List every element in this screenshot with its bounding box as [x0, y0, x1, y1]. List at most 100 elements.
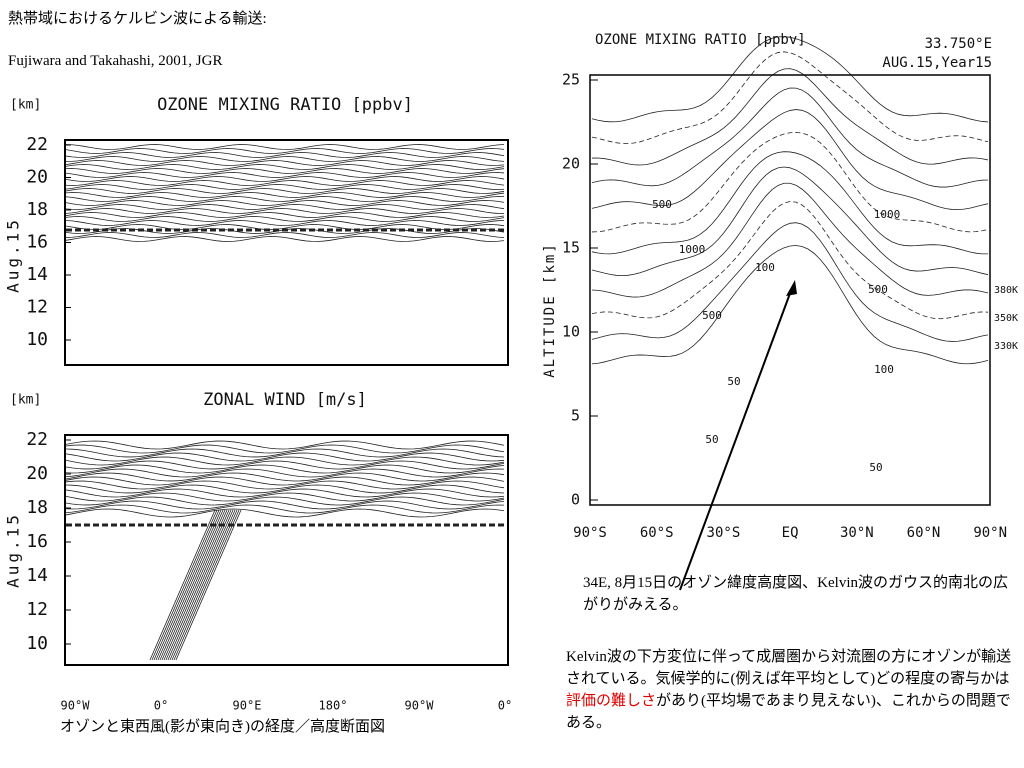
contour-line: [65, 224, 505, 230]
contour-line: [65, 160, 505, 166]
label: 5: [571, 407, 580, 425]
contour-line: [591, 36, 989, 123]
contour-line: [65, 232, 505, 238]
contour-line: [65, 172, 505, 178]
label: 14: [26, 565, 48, 586]
contour-line: [591, 87, 989, 188]
label: 60°S: [640, 525, 674, 541]
label: 16: [26, 232, 48, 253]
contour-line: [153, 509, 220, 661]
contour-line: [591, 245, 989, 365]
contour-line: [65, 456, 505, 466]
label: 100: [755, 261, 775, 274]
label: 12: [26, 599, 48, 620]
label: 50: [705, 433, 718, 446]
label: ZONAL WIND [m/s]: [203, 390, 367, 410]
contour-line: [65, 500, 505, 510]
label: 90°E: [233, 699, 262, 713]
label: 10: [562, 323, 580, 341]
contour-line: [65, 476, 505, 486]
label: 22: [26, 429, 48, 450]
contour-line: [65, 468, 505, 478]
contour-line: [65, 448, 505, 458]
contour-line: [65, 192, 505, 198]
label: 330K: [994, 341, 1018, 352]
label: 0°: [498, 699, 512, 713]
contour-line: [65, 152, 505, 158]
contours: [65, 36, 989, 661]
label: 10: [26, 633, 48, 654]
contour-line: [591, 51, 989, 144]
label: 16: [26, 531, 48, 552]
label: Aug.15: [4, 512, 23, 588]
label: 500: [868, 283, 888, 296]
contour-line: [159, 509, 226, 661]
label: 20: [26, 167, 48, 188]
contour-line: [65, 184, 505, 190]
label: 30°S: [707, 525, 741, 541]
contour-line: [175, 509, 242, 661]
label: 90°W: [61, 699, 91, 713]
label: 90°W: [405, 699, 435, 713]
contour-line: [65, 444, 505, 454]
label: 0°: [154, 699, 168, 713]
contour-line: [65, 484, 505, 494]
contour-line: [65, 188, 505, 194]
contour-line: [161, 509, 228, 661]
contour-line: [65, 464, 505, 474]
label: 33.750°E: [925, 36, 992, 52]
label: 12: [26, 297, 48, 318]
contour-line: [173, 509, 240, 661]
label: 15: [562, 239, 580, 257]
contour-line: [65, 236, 505, 242]
contour-line: [591, 68, 989, 166]
contour-line: [155, 509, 222, 661]
contour-line: [65, 504, 505, 514]
contour-line: [65, 216, 505, 222]
contour-line: [151, 509, 218, 661]
contour-line: [591, 166, 989, 277]
contour-line: [591, 222, 989, 342]
label: OZONE MIXING RATIO [ppbv]: [595, 32, 806, 48]
contour-line: [591, 182, 989, 298]
figure-note: 34E, 8月15日のオゾン緯度高度図、Kelvin波のガウス的南北の広がりがみ…: [583, 575, 1008, 613]
contour-line: [65, 148, 505, 154]
contour-line: [169, 509, 236, 661]
label: 22: [26, 134, 48, 155]
label: 1000: [874, 208, 901, 221]
contour-line: [65, 480, 505, 490]
left-caption: オゾンと東西風(影が東向き)の経度／高度断面図: [60, 719, 385, 735]
label: 14: [26, 264, 48, 285]
label: Aug.15: [4, 217, 23, 293]
contour-line: [65, 508, 505, 518]
label: 18: [26, 199, 48, 220]
label: 500: [702, 309, 722, 322]
label: 60°N: [907, 525, 941, 541]
wind-frame: [64, 434, 509, 666]
label: 30°N: [840, 525, 874, 541]
label: 350K: [994, 313, 1018, 324]
latitude-frame: [589, 74, 991, 506]
label: 90°S: [573, 525, 607, 541]
contour-line: [65, 200, 505, 206]
label: 380K: [994, 285, 1018, 296]
contour-line: [65, 472, 505, 482]
label: EQ: [782, 525, 799, 541]
contour-line: [65, 168, 505, 174]
contour-line: [591, 201, 989, 320]
contour-line: [65, 492, 505, 502]
contour-line: [65, 452, 505, 462]
contour-line: [591, 151, 989, 255]
arrow-head: [786, 280, 797, 296]
contour-line: [65, 208, 505, 214]
contour-line: [591, 109, 989, 211]
discussion-text: Kelvin波の下方変位に伴って成層圏から対流圏の方にオゾンが輸送されている。気…: [566, 649, 1012, 687]
contour-line: [171, 509, 238, 661]
contour-line: [65, 460, 505, 470]
label: ALTITUDE [km]: [542, 242, 558, 378]
slide-title: 熱帯域におけるケルビン波による輸送:: [8, 11, 267, 27]
label: [km]: [10, 98, 41, 113]
discussion-text: があり(平均場であまり見えない)、これからの問題である。: [566, 693, 1011, 731]
discussion: Kelvin波の下方変位に伴って成層圏から対流圏の方にオゾンが輸送されている。気…: [566, 646, 1012, 734]
